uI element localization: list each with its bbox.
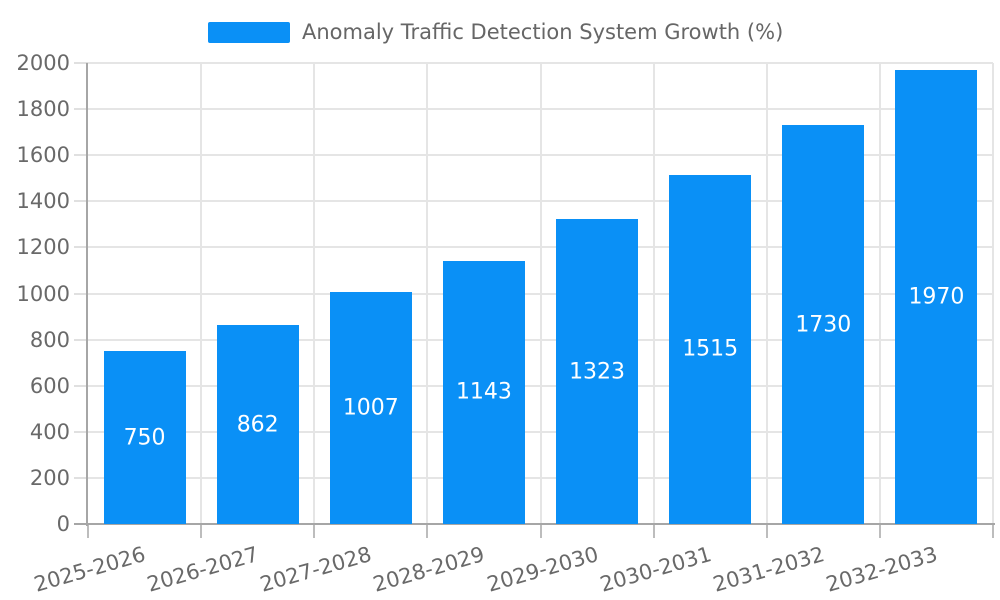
x-tick — [87, 524, 89, 538]
x-axis-tick-label: 2031-2032 — [710, 542, 827, 597]
x-gridline — [652, 63, 655, 524]
bar[interactable] — [556, 219, 639, 524]
y-axis-tick-label: 2000 — [16, 51, 70, 75]
x-axis-tick-label: 2032-2033 — [823, 542, 941, 597]
bar[interactable] — [103, 351, 186, 524]
y-axis-tick-label: 200 — [29, 465, 70, 490]
bar-value-label: 1323 — [569, 359, 626, 385]
bar-value-label: 1970 — [908, 284, 965, 310]
bar[interactable] — [329, 291, 412, 524]
y-tick — [74, 108, 88, 111]
x-tick — [426, 524, 429, 538]
x-tick — [765, 524, 768, 538]
y-axis-tick-label: 0 — [56, 512, 70, 536]
x-gridline — [539, 63, 542, 524]
x-tick — [200, 524, 203, 538]
y-axis-tick-label: 1000 — [16, 281, 70, 306]
x-gridline — [765, 63, 768, 524]
x-axis-tick-label: 2027-2028 — [257, 542, 375, 597]
bar-value-label: 1515 — [682, 336, 739, 362]
x-tick — [652, 524, 655, 538]
bar-value-label: 1143 — [455, 379, 512, 405]
y-tick — [74, 338, 88, 341]
x-tick — [539, 524, 542, 538]
x-axis-tick-label: 2028-2029 — [370, 542, 488, 597]
x-tick — [878, 524, 881, 538]
y-axis-tick-label: 800 — [29, 327, 70, 352]
bar[interactable] — [895, 69, 978, 524]
y-tick — [74, 430, 88, 433]
bar[interactable] — [216, 325, 299, 524]
x-axis-tick-label: 2025-2026 — [31, 542, 149, 597]
y-tick — [74, 246, 88, 249]
y-tick — [74, 476, 88, 479]
y-axis-tick-label: 400 — [29, 419, 70, 444]
legend-swatch[interactable] — [208, 22, 290, 43]
x-gridline — [992, 63, 994, 524]
bar[interactable] — [669, 174, 752, 524]
y-axis-tick-label: 1800 — [16, 97, 70, 122]
y-tick — [74, 62, 88, 64]
y-axis-tick-label: 1400 — [16, 189, 70, 214]
y-axis-tick-label: 600 — [29, 373, 70, 398]
y-tick — [74, 292, 88, 295]
y-tick — [74, 200, 88, 203]
y-axis-tick-label: 1200 — [16, 235, 70, 260]
bar-value-label: 1730 — [795, 312, 852, 338]
bar-value-label: 1007 — [342, 395, 399, 421]
x-gridline — [200, 63, 203, 524]
bar[interactable] — [782, 125, 865, 524]
bar-value-label: 862 — [236, 412, 279, 438]
x-gridline — [878, 63, 881, 524]
x-axis-line — [74, 523, 995, 525]
legend-label: Anomaly Traffic Detection System Growth … — [302, 20, 784, 44]
x-tick — [992, 524, 994, 538]
bar-value-label: 750 — [123, 425, 166, 451]
x-gridline — [426, 63, 429, 524]
x-tick — [313, 524, 316, 538]
x-axis-tick-label: 2026-2027 — [144, 542, 262, 597]
legend[interactable]: Anomaly Traffic Detection System Growth … — [0, 0, 1000, 56]
y-axis-tick-label: 1600 — [16, 143, 70, 168]
x-gridline — [313, 63, 316, 524]
y-axis-line — [86, 63, 88, 526]
y-tick — [74, 384, 88, 387]
bar[interactable] — [442, 260, 525, 524]
x-axis-tick-label: 2029-2030 — [484, 542, 601, 597]
y-tick — [74, 154, 88, 157]
x-axis-tick-label: 2030-2031 — [597, 542, 714, 597]
